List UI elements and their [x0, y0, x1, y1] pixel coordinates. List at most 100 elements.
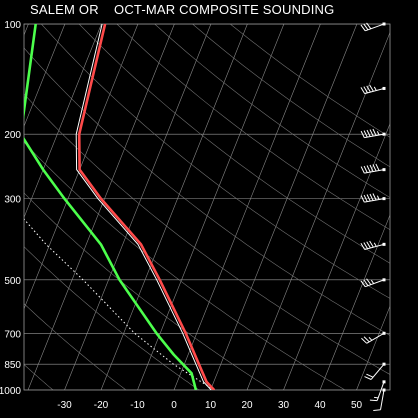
wind-barb-station [382, 22, 386, 26]
wind-barb-feather [360, 243, 366, 250]
wind-barb-feather [373, 409, 381, 411]
wind-barb-station [382, 388, 386, 392]
wind-barb [360, 240, 386, 251]
wind-barb [360, 163, 386, 174]
wind-barb-station [382, 132, 386, 136]
temperature-tick-label: -20 [94, 400, 109, 411]
wind-barb-feather [360, 130, 365, 138]
wind-barb [369, 380, 386, 402]
temperature-tick-label: 30 [278, 400, 290, 411]
dry-adiabat-line [78, 24, 390, 264]
temperature-edge-line [75, 24, 212, 390]
temperature-line [77, 24, 216, 390]
wind-barb [373, 388, 386, 411]
wind-barb-station [382, 242, 386, 246]
wind-barb-half-feather [370, 279, 375, 284]
wind-barb-shaft [380, 389, 385, 410]
wind-barb-half-feather [373, 242, 377, 247]
wind-barb-station [382, 197, 386, 201]
wind-barb-shaft [365, 23, 385, 32]
wind-barb-station [382, 278, 386, 282]
dry-adiabat-line [116, 24, 390, 231]
wind-barb-shaft [370, 363, 385, 380]
isotherm-line [27, 24, 175, 390]
wind-barb-shaft [364, 87, 385, 95]
wind-barb-shaft [364, 243, 385, 251]
wind-barb [360, 84, 386, 95]
isotherm-line [24, 24, 102, 219]
wind-barb-feather [364, 376, 372, 380]
wind-barb-feather [360, 280, 366, 287]
isotherm-line [246, 31, 390, 390]
wind-barb [361, 331, 386, 344]
wind-barb-feather [372, 128, 377, 136]
temperature-tick-label: 10 [205, 400, 217, 411]
wind-barb-half-feather [376, 195, 380, 200]
wind-barb-feather [369, 164, 374, 172]
temperature-tick-label: 0 [171, 400, 177, 411]
isotherm-line [319, 214, 390, 390]
isotherm-line [356, 305, 390, 390]
wind-barb-shaft [364, 169, 385, 174]
wind-barb-feather [369, 84, 374, 92]
wind-barb-shaft [364, 198, 385, 203]
pressure-tick-label: 200 [4, 130, 21, 141]
parcel-path-line [24, 218, 215, 390]
wind-barb-shaft [376, 381, 385, 401]
sounding-traces [24, 24, 216, 390]
wind-barb-feather [361, 337, 368, 344]
wind-barb-feather [366, 22, 372, 30]
wind-barb-feather [366, 165, 371, 173]
wind-barb-feather [375, 163, 380, 171]
wind-barb [364, 362, 386, 380]
isotherm-line [210, 24, 358, 390]
wind-barb-station [382, 331, 386, 335]
isotherm-line [137, 24, 285, 390]
temperature-tick-label: 40 [314, 400, 326, 411]
isotherm-line [64, 24, 212, 390]
isotherm-line [24, 24, 66, 128]
wind-barb-feather [366, 373, 374, 378]
wind-barb-feather [366, 129, 371, 137]
wind-barb-half-feather [376, 131, 380, 136]
wind-barb-feather [360, 195, 365, 203]
isotherm-line [173, 24, 321, 390]
wind-barb-feather [363, 242, 369, 250]
wind-barb-feather [360, 87, 366, 94]
wind-barb-feather [363, 194, 368, 202]
dry-adiabat-line [24, 47, 390, 336]
wind-barb-feather [366, 85, 371, 93]
dry-adiabat-line [24, 192, 273, 390]
isotherm-line [283, 122, 390, 390]
wind-barb-feather [366, 278, 372, 285]
plot-frame [23, 23, 391, 391]
wind-barb-feather [360, 166, 365, 174]
wind-barb-feather [366, 241, 371, 249]
wind-barb-feather [363, 279, 369, 286]
wind-barb-feather [366, 194, 371, 202]
wind-barb-station [382, 168, 386, 172]
isotherm-line [100, 24, 248, 390]
wind-barb-feather [369, 240, 374, 248]
temperature-tick-label: -30 [57, 400, 72, 411]
temperature-tick-label: 20 [241, 400, 253, 411]
wind-barb-feather [363, 336, 370, 343]
dry-adiabat-line [24, 246, 200, 390]
wind-barb-feather [372, 164, 377, 172]
wind-barb-feather [372, 193, 377, 201]
wind-barb-shaft [364, 133, 385, 139]
wind-barb [360, 278, 386, 288]
wind-barb-feather [363, 86, 369, 94]
pressure-tick-label: 500 [4, 276, 21, 287]
isotherm-line [393, 24, 418, 390]
chart-title: SALEM OR OCT-MAR COMPOSITE SOUNDING [30, 2, 335, 17]
dry-adiabat-line [24, 141, 346, 390]
dry-adiabat-line [154, 24, 390, 198]
wind-barb-shaft [366, 332, 385, 344]
pressure-tick-label: 850 [4, 360, 21, 371]
wind-barb-feather [369, 399, 378, 402]
pressure-tick-label: 300 [4, 195, 21, 206]
dry-adiabat-line [24, 303, 127, 390]
